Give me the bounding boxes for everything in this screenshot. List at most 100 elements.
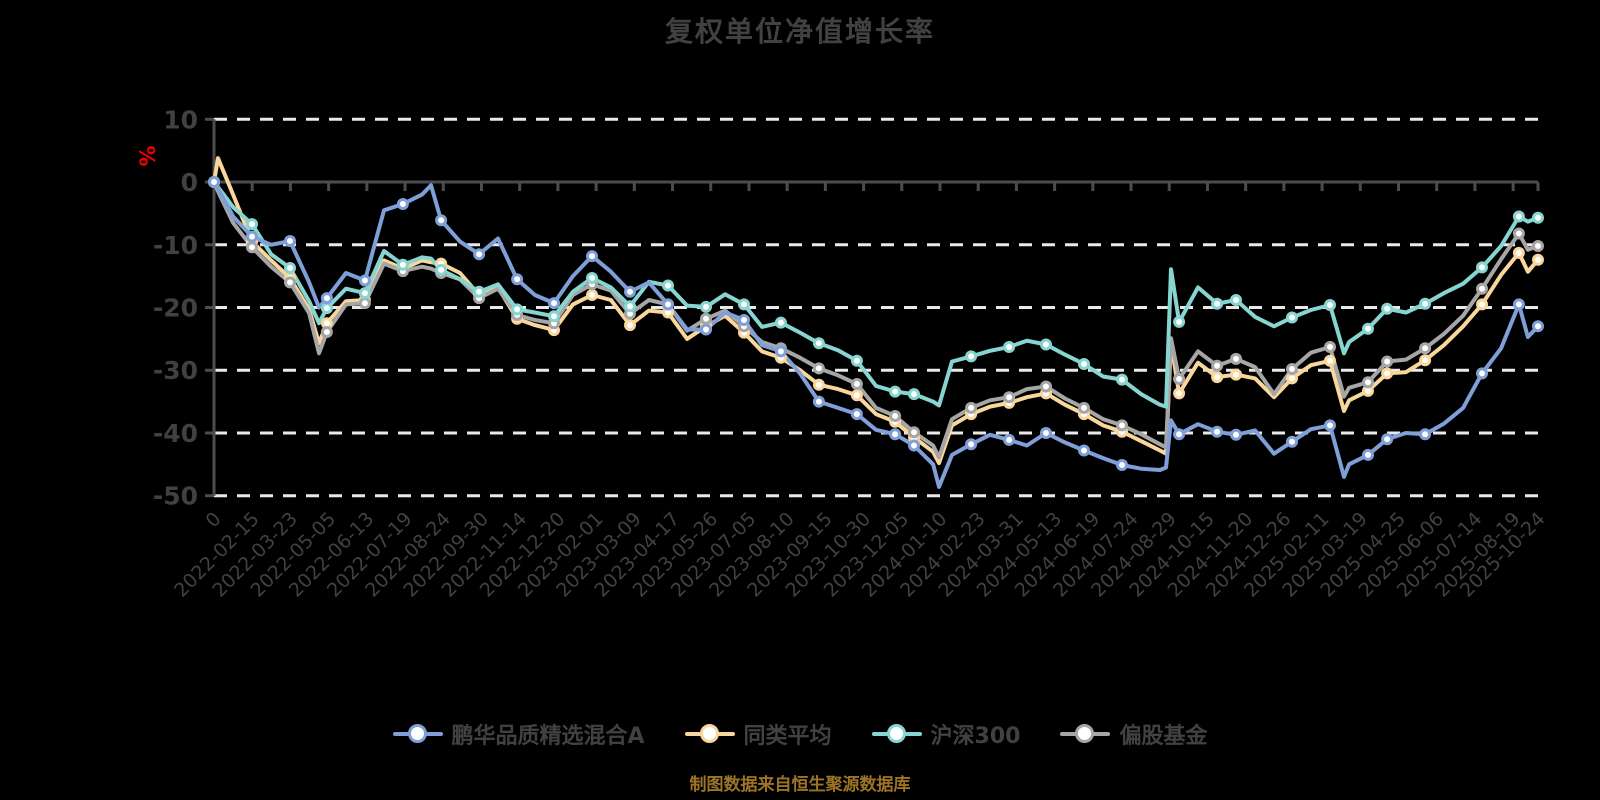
series-marker-3 [908,426,920,439]
series-marker-0 [246,230,258,243]
series-marker-2 [246,218,258,231]
series-marker-2 [812,337,825,350]
series-marker-2 [284,262,296,274]
legend-marker-fund-icon [392,723,443,745]
series-marker-3 [965,401,978,414]
legend-marker-category-average-icon [684,723,735,745]
series-marker-3 [1040,380,1052,393]
series-marker-0 [511,273,524,286]
legend-item-csi300[interactable]: 沪深300 [871,718,1020,750]
legend-label-category-average: 同类平均 [743,724,832,749]
series-marker-0 [1419,428,1432,441]
series-marker-0 [358,274,371,287]
series-marker-2 [1003,341,1016,353]
series-marker-3 [850,378,863,390]
series-marker-2 [662,279,674,292]
series-marker-0 [700,323,712,336]
legend-label-equity-funds: 偏股基金 [1119,724,1208,749]
x-axis-label: 0 [201,508,225,532]
series-marker-2 [1419,297,1432,310]
y-axis-label: -40 [153,419,198,448]
series-marker-2 [738,298,750,311]
series-marker-0 [738,314,750,326]
series-marker-0 [284,235,296,247]
y-axis-label: -10 [153,231,198,260]
series-marker-3 [1362,376,1374,389]
series-marker-2 [1512,210,1525,223]
series-marker-3 [320,326,333,338]
y-axis-label: 10 [163,105,198,134]
legend-item-fund[interactable]: 鹏华品质精选混合A [392,718,645,750]
series-line-1 [212,156,1540,466]
series-marker-3 [1173,373,1186,385]
series-marker-2 [1532,211,1544,224]
legend-marker-equity-funds-icon [1060,723,1111,745]
series-marker-3 [1512,227,1525,240]
series-marker-0 [1116,459,1128,471]
series-line-2 [212,180,1540,409]
legend-label-fund: 鹏华品质精选混合A [451,724,645,749]
series-marker-2 [320,302,333,315]
series-marker-1 [1286,372,1298,385]
series-marker-2 [1362,322,1374,335]
series-marker-0 [435,214,448,227]
series-marker-1 [1512,246,1525,259]
series-marker-0 [1078,444,1090,457]
series-marker-0 [396,198,409,210]
series-marker-2 [889,385,902,398]
legend-marker-csi300-icon [871,723,922,745]
series-marker-3 [700,312,712,325]
series-marker-0 [1003,433,1016,446]
series-marker-3 [1532,240,1544,252]
series-marker-2 [908,388,920,401]
series-marker-0 [624,285,636,298]
series-marker-0 [1512,298,1525,311]
series-marker-1 [1532,253,1544,266]
series-marker-3 [1286,363,1298,375]
series-marker-2 [1040,338,1052,351]
series-marker-0 [586,250,598,263]
series-marker-2 [473,285,486,298]
series-marker-0 [473,248,486,261]
series-marker-3 [1116,419,1128,432]
series-marker-3 [1078,401,1090,414]
series-marker-0 [548,297,560,310]
series-marker-0 [850,408,863,421]
series-marker-3 [1419,342,1432,355]
series-marker-1 [1381,367,1394,380]
series-marker-1 [1211,371,1224,384]
series-marker-2 [396,258,409,271]
chart-legend: 鹏华品质精选混合A 同类平均 沪深300 偏股基金 [0,718,1600,750]
series-marker-2 [774,316,787,329]
series-marker-0 [1286,435,1298,448]
series-marker-2 [358,287,371,300]
series-marker-3 [1381,355,1394,368]
data-source-note: 制图数据来自恒生聚源数据库 [689,775,911,795]
legend-item-category-average[interactable]: 同类平均 [684,718,832,750]
series-marker-2 [511,303,524,316]
series-marker-0 [208,176,220,188]
series-marker-2 [1116,373,1128,386]
series-marker-2 [850,354,863,367]
series-marker-2 [1211,297,1224,310]
series-marker-1 [1173,387,1186,400]
series-marker-3 [358,297,371,310]
series-marker-0 [1476,367,1488,380]
series-marker-0 [1362,448,1374,461]
series-marker-2 [1230,294,1242,306]
chart-title: 复权单位净值增长率 [664,15,935,48]
y-axis-label: -20 [153,294,198,323]
series-marker-2 [700,300,712,313]
series-marker-1 [850,389,863,402]
series-marker-2 [1173,315,1186,328]
series-marker-3 [1476,282,1488,295]
series-marker-0 [1211,425,1224,438]
series-marker-0 [1532,320,1544,333]
series-marker-1 [586,289,598,301]
y-axis-label: 0 [181,168,198,197]
series-marker-3 [812,362,825,375]
legend-item-equity-funds[interactable]: 偏股基金 [1060,718,1208,750]
series-marker-0 [1381,433,1394,446]
y-axis-label: -30 [153,356,198,385]
